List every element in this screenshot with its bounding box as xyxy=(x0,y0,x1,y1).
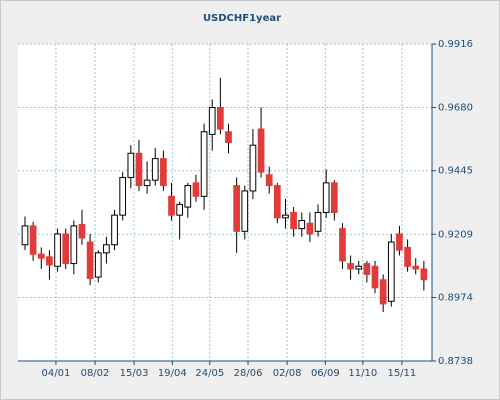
candle-body xyxy=(29,225,37,255)
candle-body xyxy=(184,185,192,208)
candle-body xyxy=(273,185,281,219)
candle-body xyxy=(176,203,184,216)
candle-body xyxy=(371,265,379,289)
x-tick-label: 28/06 xyxy=(234,368,263,379)
candle-body xyxy=(70,225,78,265)
candle-body xyxy=(127,152,135,178)
x-tick-label: 24/05 xyxy=(195,368,224,379)
x-tick-label: 08/02 xyxy=(81,368,110,379)
candle-body xyxy=(119,176,127,216)
candle-body xyxy=(363,263,371,275)
candle-body xyxy=(412,265,420,270)
candle-body xyxy=(54,233,61,267)
x-tick-label: 11/10 xyxy=(348,368,377,379)
y-tick-label: 0.8974 xyxy=(438,292,473,303)
y-tick-label: 0.9680 xyxy=(438,103,473,114)
candle-body xyxy=(217,107,224,130)
y-tick-label: 0.9209 xyxy=(438,229,473,240)
candle-body xyxy=(94,252,102,278)
candle-body xyxy=(314,211,322,232)
candle-body xyxy=(86,241,94,279)
candle-body xyxy=(135,152,143,187)
candle-body xyxy=(192,182,200,197)
candle-body xyxy=(257,128,265,173)
plot-area xyxy=(18,44,432,361)
candle-body xyxy=(78,224,86,239)
x-tick-label: 19/04 xyxy=(158,368,187,379)
candle-body xyxy=(306,222,314,235)
candle-body xyxy=(233,185,240,232)
x-tick-label: 15/11 xyxy=(387,368,416,379)
candle-body xyxy=(241,190,249,232)
candle-body xyxy=(290,211,297,230)
candle-body xyxy=(208,107,216,135)
candle-body xyxy=(151,158,159,181)
candle-body xyxy=(249,144,257,192)
y-tick-label: 0.9445 xyxy=(438,166,473,177)
candle-body xyxy=(62,233,70,265)
candle-body xyxy=(103,244,110,254)
candle-body xyxy=(111,214,118,246)
candle-body xyxy=(387,241,395,302)
candle-body xyxy=(379,279,387,305)
candle-body xyxy=(265,174,273,187)
x-tick-label: 15/03 xyxy=(120,368,149,379)
candle-body xyxy=(160,158,167,187)
candle-body xyxy=(225,131,232,143)
candle-body xyxy=(37,253,45,259)
candle-body xyxy=(347,263,354,270)
chart-title: USDCHF1year xyxy=(203,13,281,24)
candle-body xyxy=(404,246,411,267)
candle-body xyxy=(46,256,53,266)
candle-body xyxy=(282,214,289,219)
candle-body xyxy=(143,179,151,187)
y-tick-label: 0.8738 xyxy=(438,356,473,367)
x-tick-label: 04/01 xyxy=(42,368,71,379)
x-tick-label: 02/08 xyxy=(273,368,302,379)
x-tick-label: 06/09 xyxy=(311,368,340,379)
candle-body xyxy=(298,220,306,230)
candle-body xyxy=(355,265,363,270)
candle-body xyxy=(330,182,338,213)
y-tick-label: 0.9916 xyxy=(438,39,473,50)
candle-body xyxy=(168,195,175,216)
candle-body xyxy=(322,182,330,213)
candle-body xyxy=(339,228,346,262)
candle-body xyxy=(420,268,428,281)
candle-body xyxy=(200,131,208,197)
candle-body xyxy=(396,233,403,251)
candle-body xyxy=(21,225,29,246)
